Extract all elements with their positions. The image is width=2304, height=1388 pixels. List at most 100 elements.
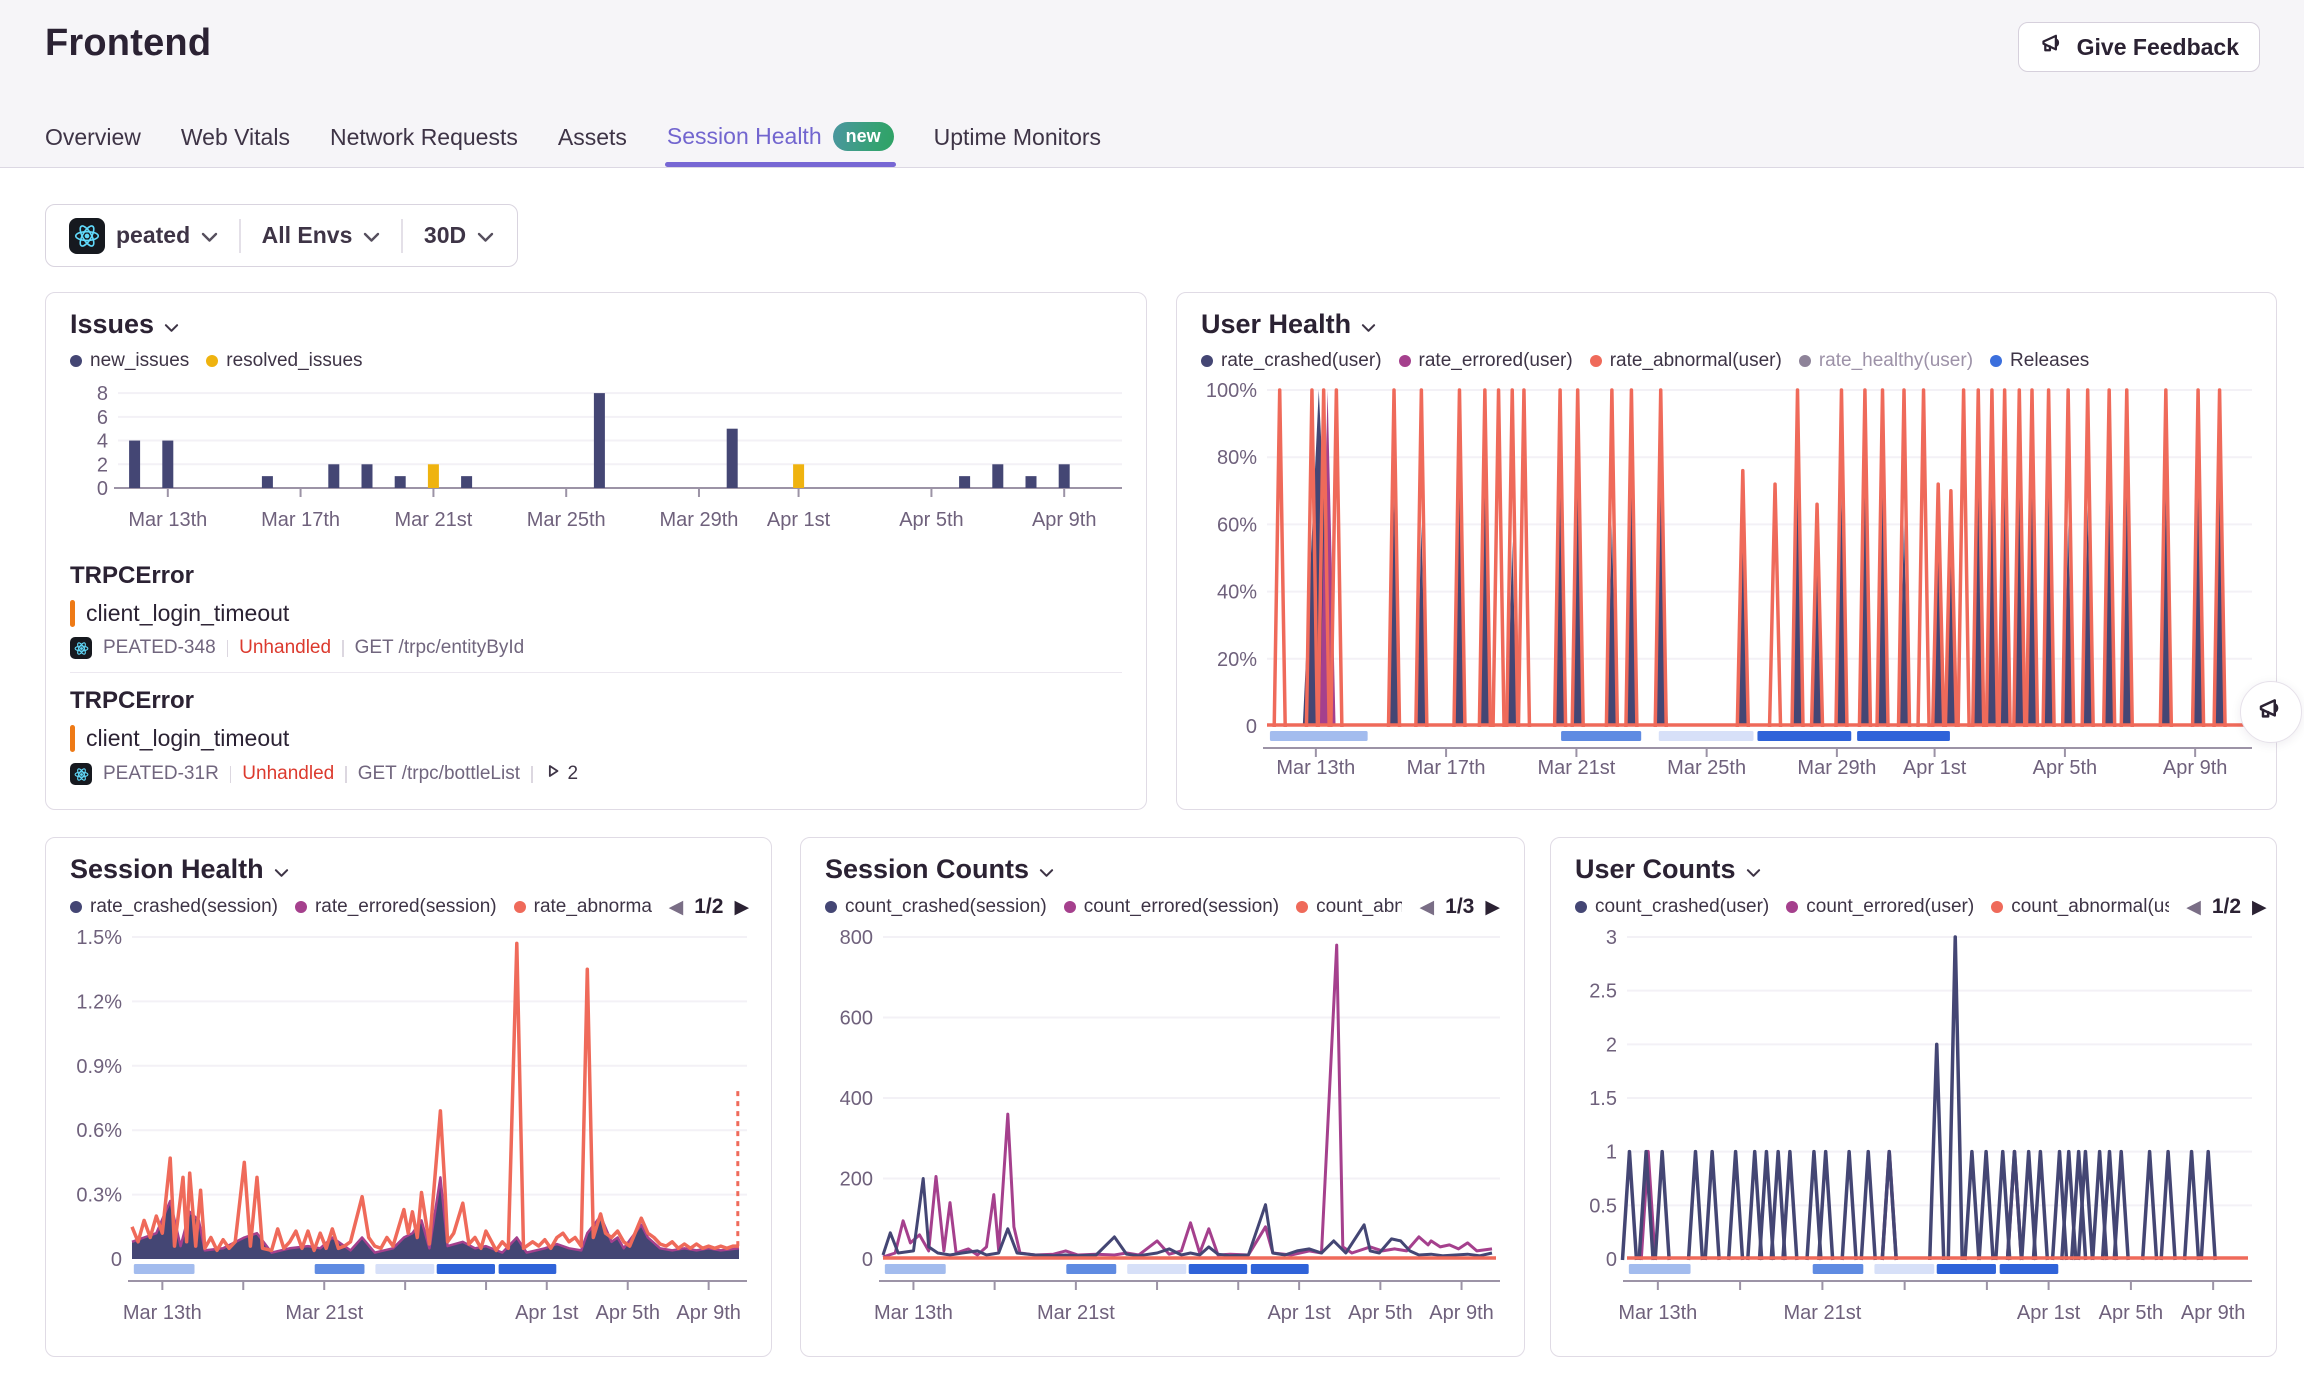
legend-rate-abnormal-user[interactable]: rate_abnormal(user) xyxy=(1589,350,1782,372)
svg-text:Mar 25th: Mar 25th xyxy=(1667,757,1746,778)
navy-dot xyxy=(1575,901,1587,913)
legend-page-indicator: 1/3 xyxy=(1445,895,1475,918)
user-health-widget-selector[interactable]: User Health xyxy=(1201,309,1376,340)
legend-resolved-issues[interactable]: resolved_issues xyxy=(206,350,363,372)
issue-title[interactable]: TRPCError xyxy=(70,687,195,714)
error-level-bar xyxy=(70,600,75,627)
meta-divider xyxy=(226,639,229,657)
svg-text:Mar 21st: Mar 21st xyxy=(1783,1302,1861,1324)
svg-text:Mar 13th: Mar 13th xyxy=(123,1302,202,1324)
give-feedback-button[interactable]: Give Feedback xyxy=(2017,22,2260,72)
svg-text:2: 2 xyxy=(1606,1034,1617,1056)
tab-network-requests[interactable]: Network Requests xyxy=(329,124,518,150)
legend-rate-abnormal-session[interactable]: rate_abnormal(session) xyxy=(513,896,652,918)
legend-releases[interactable]: Releases xyxy=(1990,350,2089,372)
legend-new-issues[interactable]: new_issues xyxy=(70,350,189,372)
legend-count-crashed-user[interactable]: count_crashed(user) xyxy=(1575,896,1769,918)
session-counts-chart[interactable]: 0 200 400 600 800 Mar 13th Mar 21st Apr 1st Apr … xyxy=(825,923,1502,1327)
tab-session-health[interactable]: Session Health new xyxy=(664,122,896,167)
page-title: Frontend xyxy=(45,22,212,64)
issues-widget-selector[interactable]: Issues xyxy=(70,309,179,340)
legend-rate-healthy-user[interactable]: rate_healthy(user) xyxy=(1798,350,1973,372)
session-health-panel: Session Health rate_crashed(session) rat… xyxy=(45,837,772,1357)
chevron-down-icon xyxy=(363,222,380,249)
issue-row[interactable]: TRPCError client_login_timeout PEATED-31… xyxy=(70,672,1122,799)
tab-web-vitals[interactable]: Web Vitals xyxy=(180,124,290,150)
session-counts-widget-selector[interactable]: Session Counts xyxy=(825,854,1054,885)
svg-text:Apr 5th: Apr 5th xyxy=(2033,757,2097,778)
tab-overview[interactable]: Overview xyxy=(45,124,141,150)
salmon-dot xyxy=(1991,901,2004,913)
environment-filter[interactable]: All Envs xyxy=(241,222,402,249)
user-health-chart[interactable]: 0 20% 40% 60% 80% 100% Mar 13th Mar 17th Mar 21s… xyxy=(1201,376,2254,778)
svg-text:0.5: 0.5 xyxy=(1589,1195,1617,1217)
environment-filter-value: All Envs xyxy=(261,222,353,248)
session-health-chart[interactable]: 0 0.3% 0.6% 0.9% 1.2% 1.5% Mar 13th Mar 21st Apr… xyxy=(70,923,749,1327)
legend-page-indicator: 1/2 xyxy=(694,895,724,918)
date-range-filter[interactable]: 30D xyxy=(403,222,515,249)
issue-transaction: GET /trpc/entityById xyxy=(354,637,525,658)
legend-rate-errored-session[interactable]: rate_errored(session) xyxy=(294,896,497,918)
floating-feedback-button[interactable] xyxy=(2240,681,2302,743)
user-counts-widget-selector[interactable]: User Counts xyxy=(1575,854,1761,885)
legend-rate-errored-user[interactable]: rate_errored(user) xyxy=(1398,350,1573,372)
svg-text:0: 0 xyxy=(862,1249,873,1271)
legend-rate-crashed-user[interactable]: rate_crashed(user) xyxy=(1201,350,1382,372)
legend-pager: ◀ 1/2 ▶ xyxy=(669,895,749,919)
legend-count-abnormal-session[interactable]: count_abnormal(session) xyxy=(1296,896,1402,918)
svg-text:Apr 9th: Apr 9th xyxy=(1429,1302,1493,1324)
legend-prev-button[interactable]: ◀ xyxy=(668,896,684,918)
legend-prev-button[interactable]: ◀ xyxy=(1419,896,1435,918)
svg-text:6: 6 xyxy=(97,407,108,429)
tab-assets[interactable]: Assets xyxy=(557,124,627,150)
svg-text:Apr 5th: Apr 5th xyxy=(1348,1302,1412,1324)
svg-text:Mar 17th: Mar 17th xyxy=(261,509,340,531)
svg-text:200: 200 xyxy=(840,1169,873,1191)
svg-text:Apr 1st: Apr 1st xyxy=(1903,757,1967,778)
issue-row[interactable]: TRPCError client_login_timeout PEATED-34… xyxy=(70,548,1122,672)
svg-text:0: 0 xyxy=(1246,716,1257,738)
meta-divider xyxy=(531,765,533,783)
legend-count-errored-user[interactable]: count_errored(user) xyxy=(1786,896,1974,918)
legend-count-crashed-session[interactable]: count_crashed(session) xyxy=(825,896,1047,918)
chevron-down-icon xyxy=(274,854,289,885)
user-counts-chart[interactable]: 0 0.5 1 1.5 2 2.5 3 Mar 13th Mar 21st Apr 1st Apr … xyxy=(1575,923,2254,1327)
tab-uptime-monitors[interactable]: Uptime Monitors xyxy=(933,124,1102,150)
svg-text:100%: 100% xyxy=(1206,380,1257,402)
issues-legend: new_issues resolved_issues xyxy=(70,350,1122,372)
legend-count-abnormal-user[interactable]: count_abnormal(user) xyxy=(1991,896,2169,918)
legend-pager: ◀ 1/2 ▶ xyxy=(2186,895,2266,919)
legend-rate-crashed-session[interactable]: rate_crashed(session) xyxy=(70,896,278,918)
svg-text:20%: 20% xyxy=(1217,649,1257,671)
svg-text:1: 1 xyxy=(1606,1142,1617,1164)
salmon-dot xyxy=(1589,355,1602,367)
session-health-widget-selector[interactable]: Session Health xyxy=(70,854,289,885)
issue-title[interactable]: TRPCError xyxy=(70,562,195,589)
megaphone-icon xyxy=(2256,695,2286,730)
issue-meta: PEATED-31R Unhandled GET /trpc/bottleLis… xyxy=(70,762,1122,786)
svg-text:1.5: 1.5 xyxy=(1589,1088,1617,1110)
salmon-dot xyxy=(513,901,526,913)
svg-text:Apr 1st: Apr 1st xyxy=(2017,1302,2081,1324)
navy-dot xyxy=(825,901,837,913)
purple-dot xyxy=(1063,901,1076,913)
svg-text:2.5: 2.5 xyxy=(1589,981,1617,1003)
legend-count-errored-session[interactable]: count_errored(session) xyxy=(1063,896,1279,918)
legend-prev-button[interactable]: ◀ xyxy=(2186,896,2201,918)
svg-text:Apr 1st: Apr 1st xyxy=(1267,1302,1331,1324)
svg-text:Apr 5th: Apr 5th xyxy=(595,1302,659,1324)
svg-text:Mar 25th: Mar 25th xyxy=(527,509,606,531)
svg-text:Apr 9th: Apr 9th xyxy=(2181,1302,2245,1324)
issue-meta: PEATED-348 Unhandled GET /trpc/entityByI… xyxy=(70,637,1122,659)
legend-next-button[interactable]: ▶ xyxy=(2252,896,2267,918)
issue-transaction: GET /trpc/bottleList xyxy=(357,763,520,784)
legend-next-button[interactable]: ▶ xyxy=(1485,896,1500,918)
project-filter[interactable]: peated xyxy=(48,217,239,254)
svg-text:Mar 29th: Mar 29th xyxy=(659,509,738,531)
issue-culprit: client_login_timeout xyxy=(70,600,1122,627)
issue-short-id: PEATED-348 xyxy=(103,637,216,658)
legend-next-button[interactable]: ▶ xyxy=(734,896,750,918)
svg-text:4: 4 xyxy=(97,431,108,453)
replay-count[interactable]: 2 xyxy=(544,762,578,786)
